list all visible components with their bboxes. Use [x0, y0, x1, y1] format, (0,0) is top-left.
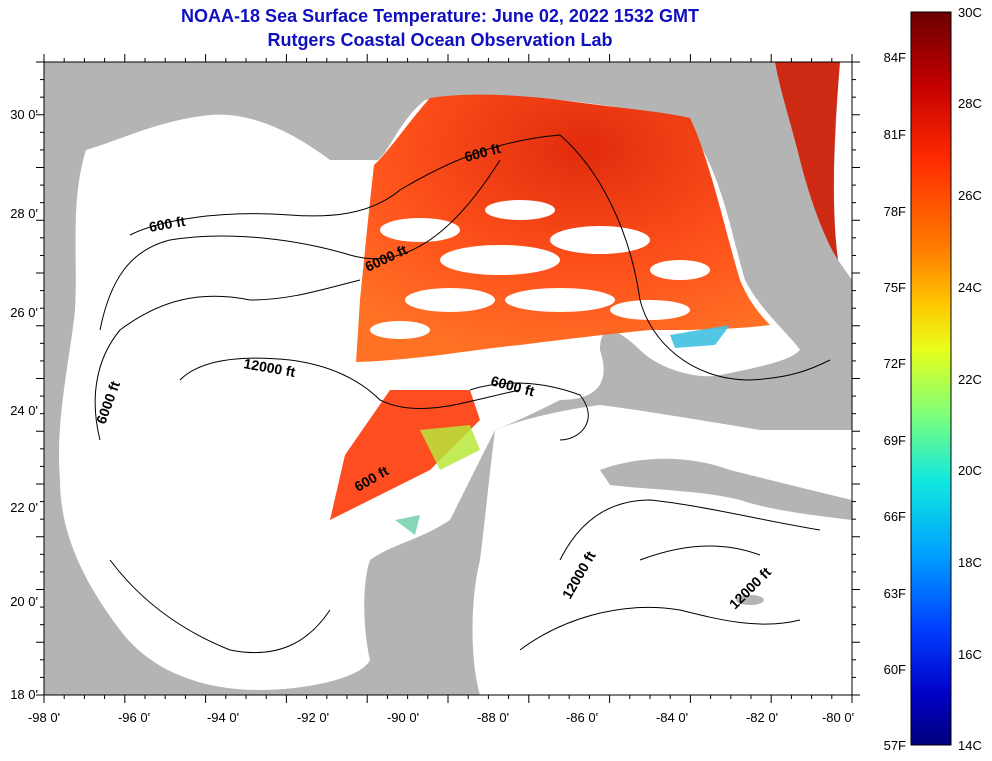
lon-label: -92 0': [297, 710, 329, 725]
lat-label: 30 0': [10, 107, 38, 122]
fahrenheit-label: 81F: [883, 127, 906, 142]
colorbar: [910, 11, 952, 746]
fahrenheit-label: 72F: [883, 356, 906, 371]
lat-label: 26 0': [10, 305, 38, 320]
sst-cool-patch-3: [670, 325, 730, 348]
celsius-label: 26C: [958, 188, 982, 203]
lon-label: -86 0': [566, 710, 598, 725]
lat-label: 18 0': [10, 687, 38, 702]
celsius-label: 30C: [958, 5, 982, 20]
cuba: [600, 458, 852, 520]
lon-label: -94 0': [207, 710, 239, 725]
lat-label: 22 0': [10, 500, 38, 515]
sst-cool-patch-2: [395, 515, 420, 535]
cloud-gaps: [370, 200, 710, 339]
lon-label: -98 0': [28, 710, 60, 725]
lon-label: -82 0': [746, 710, 778, 725]
celsius-label: 14C: [958, 738, 982, 753]
lon-label: -90 0': [387, 710, 419, 725]
bahamas-island: [808, 406, 832, 414]
celsius-label: 24C: [958, 280, 982, 295]
lat-label: 20 0': [10, 594, 38, 609]
fahrenheit-label: 78F: [883, 204, 906, 219]
atlantic-ocean: [834, 62, 852, 280]
fahrenheit-label: 63F: [883, 586, 906, 601]
lat-label: 24 0': [10, 403, 38, 418]
celsius-label: 28C: [958, 96, 982, 111]
fahrenheit-label: 60F: [883, 662, 906, 677]
depth-label: 600 ft: [148, 213, 187, 235]
latitude-labels: 30 0' 28 0' 26 0' 24 0' 22 0' 20 0' 18 0…: [10, 107, 38, 702]
axis-ticks: [36, 54, 860, 703]
fahrenheit-label: 66F: [883, 509, 906, 524]
fahrenheit-label: 75F: [883, 280, 906, 295]
map-subtitle: Rutgers Coastal Ocean Observation Lab: [267, 30, 613, 50]
celsius-label: 22C: [958, 372, 982, 387]
celsius-label: 18C: [958, 555, 982, 570]
lat-label: 28 0': [10, 206, 38, 221]
lon-label: -80 0': [822, 710, 854, 725]
fahrenheit-label: 69F: [883, 433, 906, 448]
bathymetry-contours: [94, 134, 831, 654]
caribbean-sea: [472, 405, 852, 695]
lon-label: -88 0': [477, 710, 509, 725]
jamaica: [736, 595, 764, 605]
fahrenheit-label: 84F: [883, 50, 906, 65]
lon-label: -84 0': [656, 710, 688, 725]
celsius-label: 16C: [958, 647, 982, 662]
longitude-labels: -98 0' -96 0' -94 0' -92 0' -90 0' -88 0…: [28, 710, 854, 725]
lon-label: -96 0': [118, 710, 150, 725]
sst-cool-patch: [420, 425, 480, 470]
fahrenheit-label: 57F: [883, 738, 906, 753]
celsius-label: 20C: [958, 463, 982, 478]
map-title: NOAA-18 Sea Surface Temperature: June 02…: [181, 6, 699, 26]
sst-yucatan-band: [330, 390, 480, 520]
sst-florida-coast: [775, 62, 840, 260]
